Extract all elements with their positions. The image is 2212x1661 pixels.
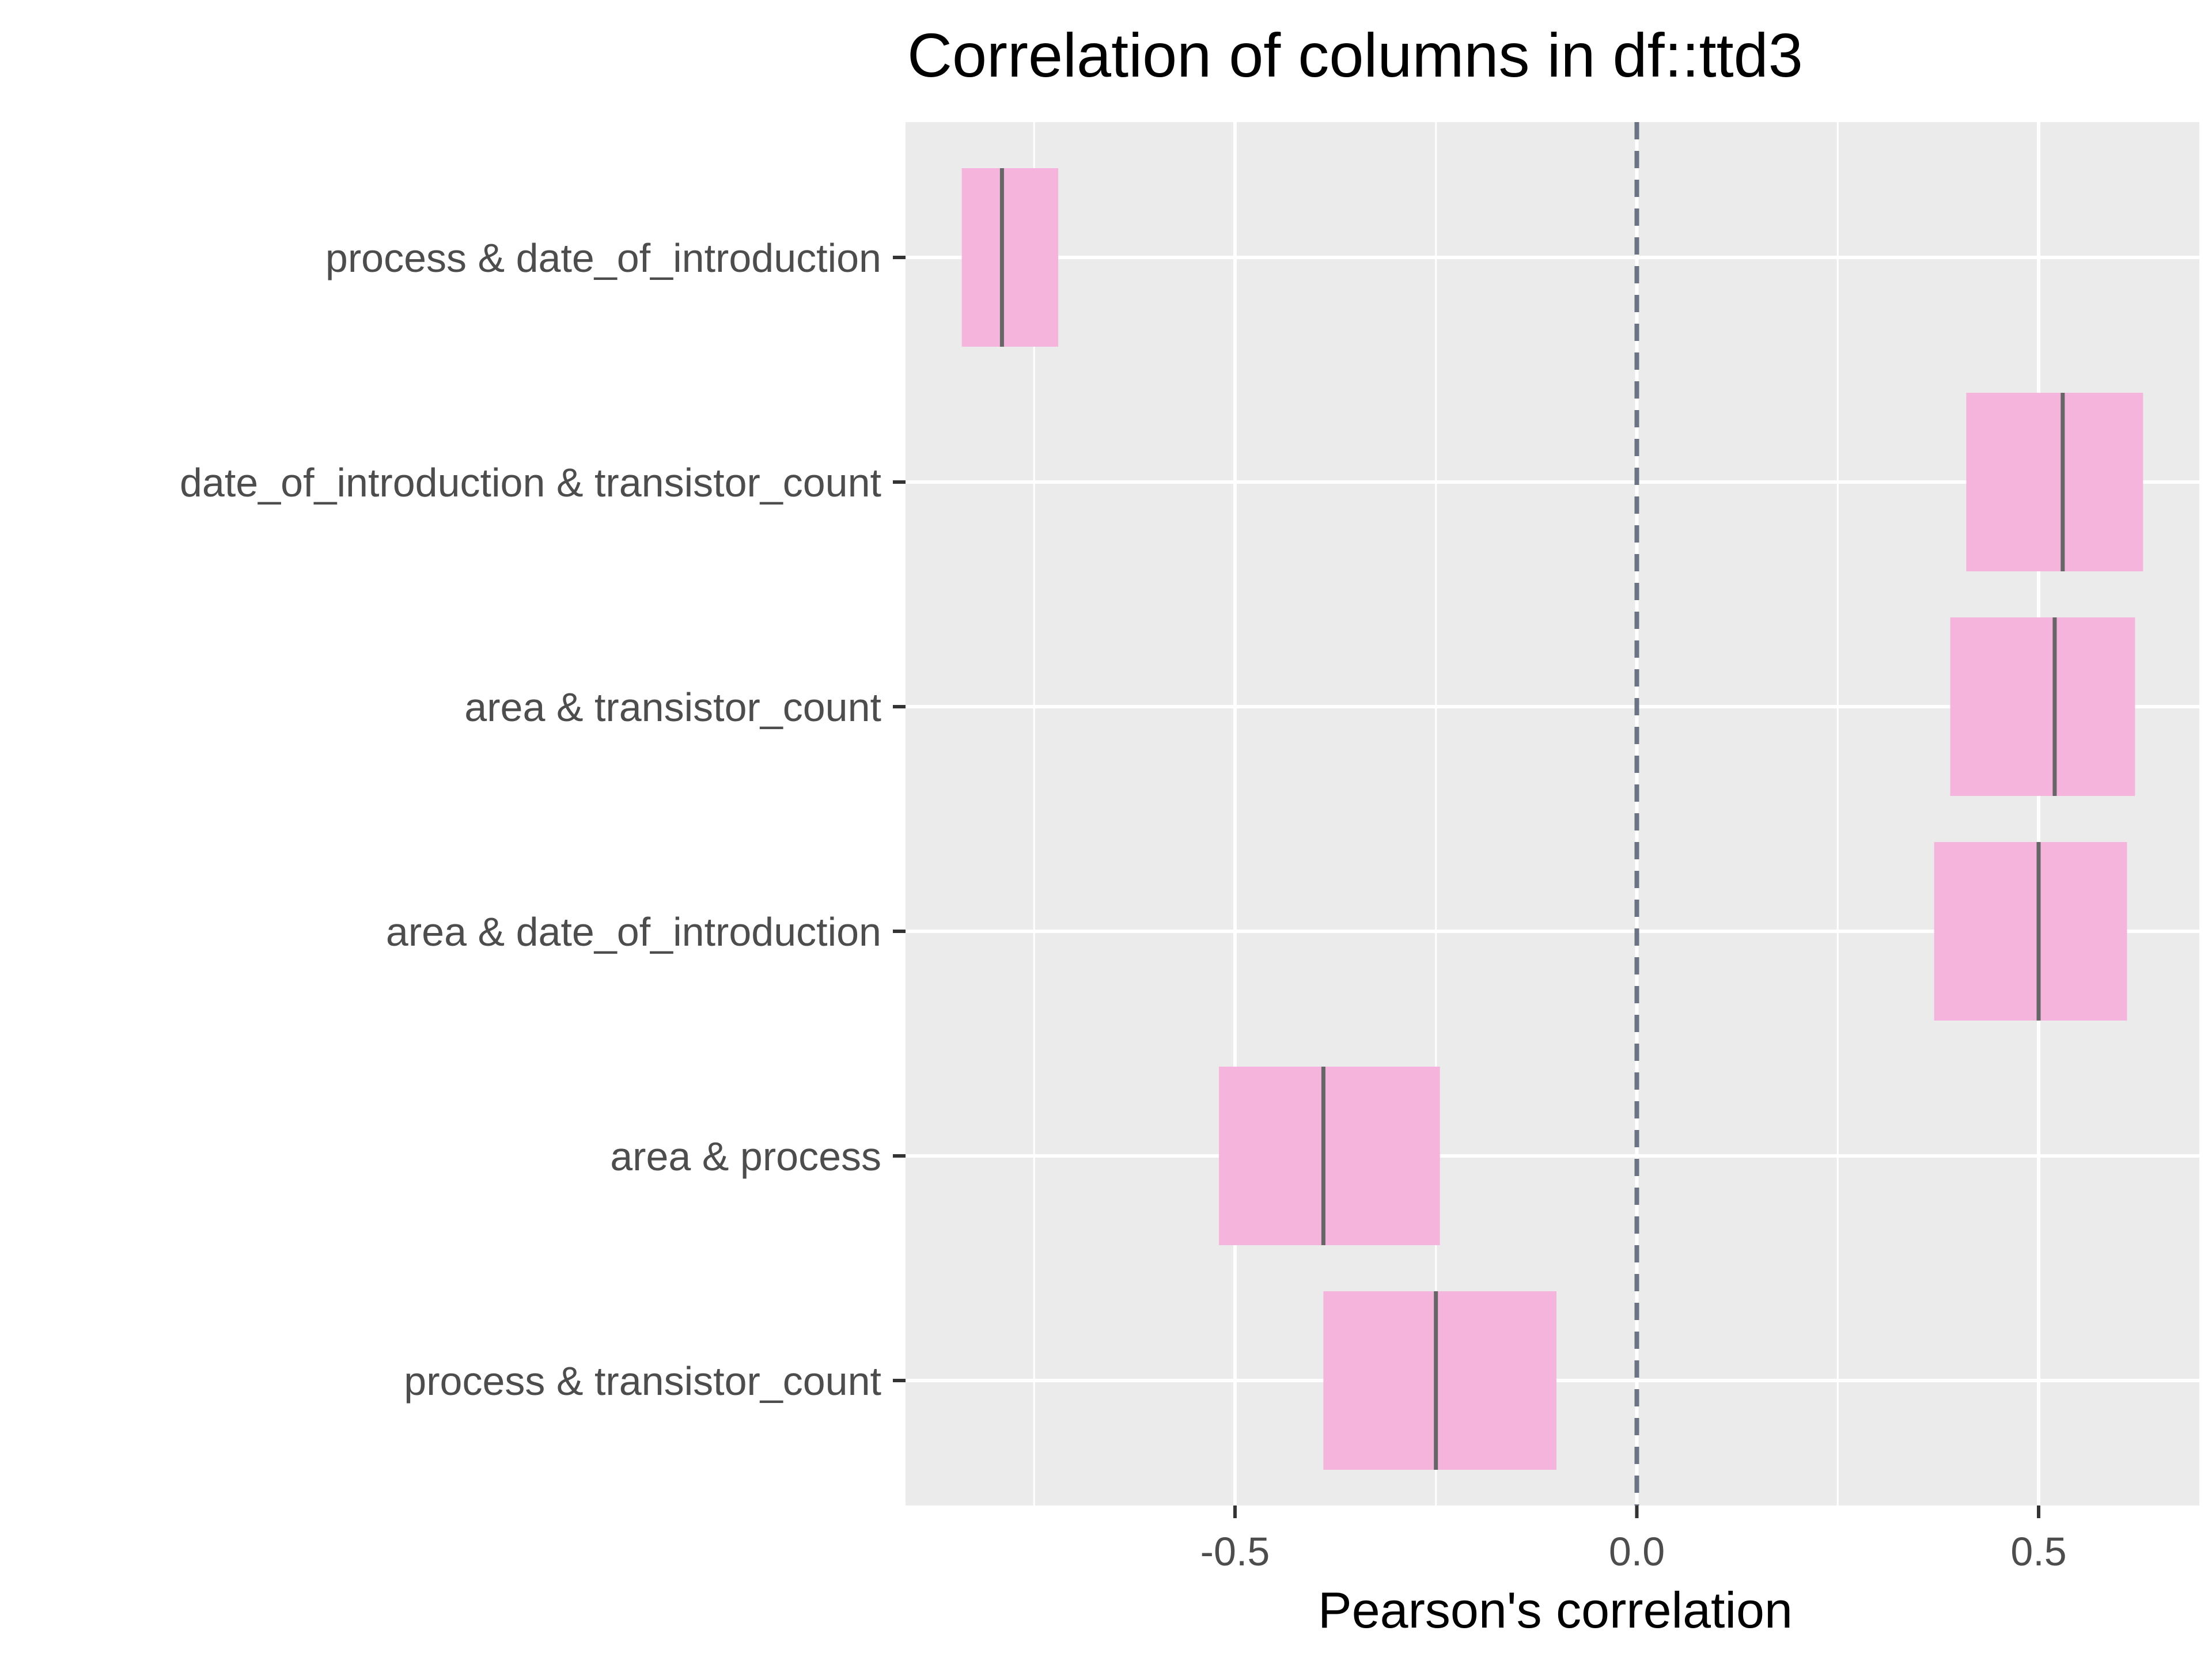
y-tick-label: process & date_of_introduction xyxy=(325,236,881,280)
confidence-interval-bar xyxy=(1219,1067,1440,1245)
confidence-interval-bar xyxy=(1934,842,2127,1021)
x-tick-label: 0.5 xyxy=(2010,1529,2066,1574)
x-axis: -0.5 0.0 0.5 xyxy=(1200,1505,2067,1574)
interval-bars xyxy=(961,168,2143,1470)
x-axis-title: Pearson's correlation xyxy=(1318,1582,1793,1639)
y-tick-label: area & transistor_count xyxy=(464,685,881,730)
confidence-interval-bar xyxy=(1966,393,2143,571)
y-tick-label: area & date_of_introduction xyxy=(386,909,881,954)
y-tick-label: area & process xyxy=(610,1134,881,1179)
y-axis: process & date_of_introduction date_of_in… xyxy=(180,236,906,1404)
confidence-interval-bar xyxy=(1323,1291,1556,1470)
plot-panel xyxy=(906,122,2199,1505)
x-tick-label: -0.5 xyxy=(1200,1529,1270,1574)
x-tick-label: 0.0 xyxy=(1609,1529,1665,1574)
confidence-interval-bar xyxy=(1950,617,2135,796)
chart-title: Correlation of columns in df::ttd3 xyxy=(907,20,1803,90)
y-tick-label: date_of_introduction & transistor_count xyxy=(180,460,881,505)
confidence-interval-bar xyxy=(961,168,1059,347)
y-tick-label: process & transistor_count xyxy=(404,1359,881,1404)
